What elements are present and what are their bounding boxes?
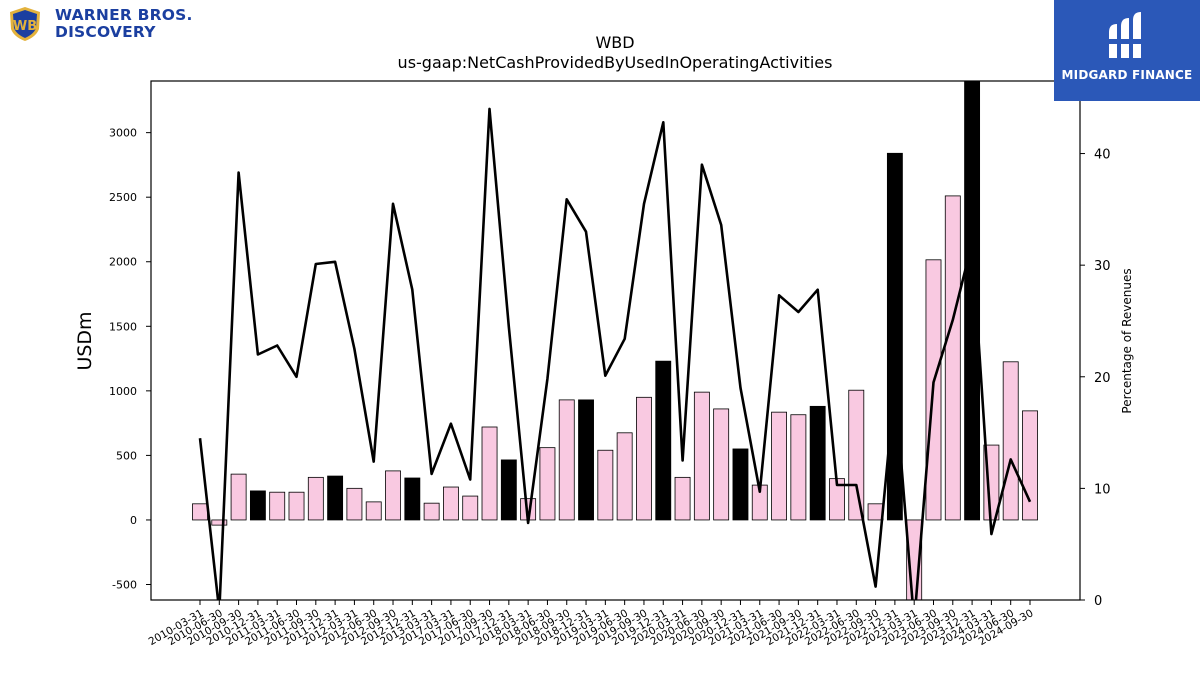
wb-wordmark-line1: WARNER BROS. <box>55 6 193 24</box>
y-tick-label: 2000 <box>109 256 137 269</box>
x-axis: 2010-03-312010-06-302010-09-302010-12-31… <box>147 600 1036 648</box>
bar-2012-12-31 <box>404 477 421 521</box>
bar-2018-06-30 <box>539 447 556 521</box>
y2-axis: 0 10 20 30 40 <box>1080 148 1111 609</box>
y-tick-label: -500 <box>112 579 137 592</box>
y-tick-label: 500 <box>116 449 137 462</box>
plot-frame <box>150 80 1081 601</box>
bar-2017-03-31 <box>443 486 459 521</box>
svg-text:WB: WB <box>13 19 37 34</box>
midgard-mark-icon <box>1107 12 1143 58</box>
line-series <box>198 107 1032 600</box>
y2-tick-label: 20 <box>1094 371 1111 386</box>
wb-wordmark-line2: DISCOVERY <box>55 23 156 41</box>
bar-2024-09-30 <box>1022 410 1038 521</box>
warner-bros-discovery-logo: WB WARNER BROS. DISCOVERY <box>6 5 196 43</box>
bar-2020-06-30 <box>693 391 710 521</box>
midgard-finance-logo: MIDGARD FINANCE <box>1054 0 1200 101</box>
bar-2019-06-30 <box>616 432 633 521</box>
y2-axis-label: Percentage of Revenues <box>1120 268 1134 413</box>
bar-2021-12-31 <box>809 405 826 521</box>
bar-2010-09-30 <box>230 473 247 521</box>
bar-2021-06-30 <box>771 411 787 521</box>
y-tick-label: 1500 <box>109 320 137 333</box>
bar-2018-09-30 <box>558 399 575 521</box>
bar-2023-09-30 <box>944 195 961 521</box>
y2-tick-label: 40 <box>1094 148 1111 163</box>
bar-2011-06-30 <box>288 491 305 521</box>
y-tick-label: 0 <box>130 514 137 527</box>
bar-2022-06-30 <box>848 389 865 521</box>
bar-2019-12-31 <box>655 360 672 521</box>
bar-2010-06-30 <box>211 519 228 526</box>
y-tick-label: 3000 <box>109 127 137 140</box>
bar-2020-09-30 <box>713 408 730 521</box>
bar-2020-12-31 <box>732 448 749 521</box>
percentage-line <box>198 107 1032 600</box>
y2-tick-label: 0 <box>1094 594 1102 609</box>
bar-2019-03-31 <box>597 449 614 521</box>
bar-2024-06-30 <box>1002 361 1019 521</box>
y-tick-label: 1000 <box>109 385 137 398</box>
midgard-wordmark: MIDGARD FINANCE <box>1061 68 1193 82</box>
y-tick-label: 2500 <box>109 191 137 204</box>
y-axis-label: USDm <box>74 311 96 370</box>
bar-2012-06-30 <box>365 501 382 521</box>
bar-2011-12-31 <box>327 475 344 521</box>
bar-2018-12-31 <box>578 399 594 521</box>
bar-2017-09-30 <box>481 426 498 521</box>
bar-2011-09-30 <box>307 476 324 521</box>
y-axis: -500 0 500 1000 1500 2000 2500 3000 <box>109 127 151 592</box>
chart-subtitle: us-gaap:NetCashProvidedByUsedInOperating… <box>398 53 833 72</box>
chart-title: WBD <box>595 33 634 52</box>
bar-2023-12-31 <box>964 81 981 521</box>
bar-2013-03-31 <box>423 502 440 521</box>
y2-tick-label: 30 <box>1094 259 1111 274</box>
wb-shield-icon: WB <box>10 7 40 41</box>
bar-2012-09-30 <box>385 470 401 521</box>
bar-2021-09-30 <box>790 414 807 521</box>
bar-2012-03-31 <box>346 487 363 521</box>
bar-2017-06-30 <box>462 495 479 521</box>
bar-2019-09-30 <box>636 396 652 521</box>
bar-2010-03-31 <box>192 503 208 521</box>
bar-2010-12-31 <box>249 490 266 521</box>
bar-2011-03-31 <box>269 491 286 521</box>
bar-2022-09-30 <box>867 503 884 521</box>
bar-2017-12-31 <box>500 459 517 521</box>
bar-2020-03-31 <box>674 476 691 521</box>
y2-tick-label: 10 <box>1094 482 1111 497</box>
bar-series <box>192 81 1038 600</box>
